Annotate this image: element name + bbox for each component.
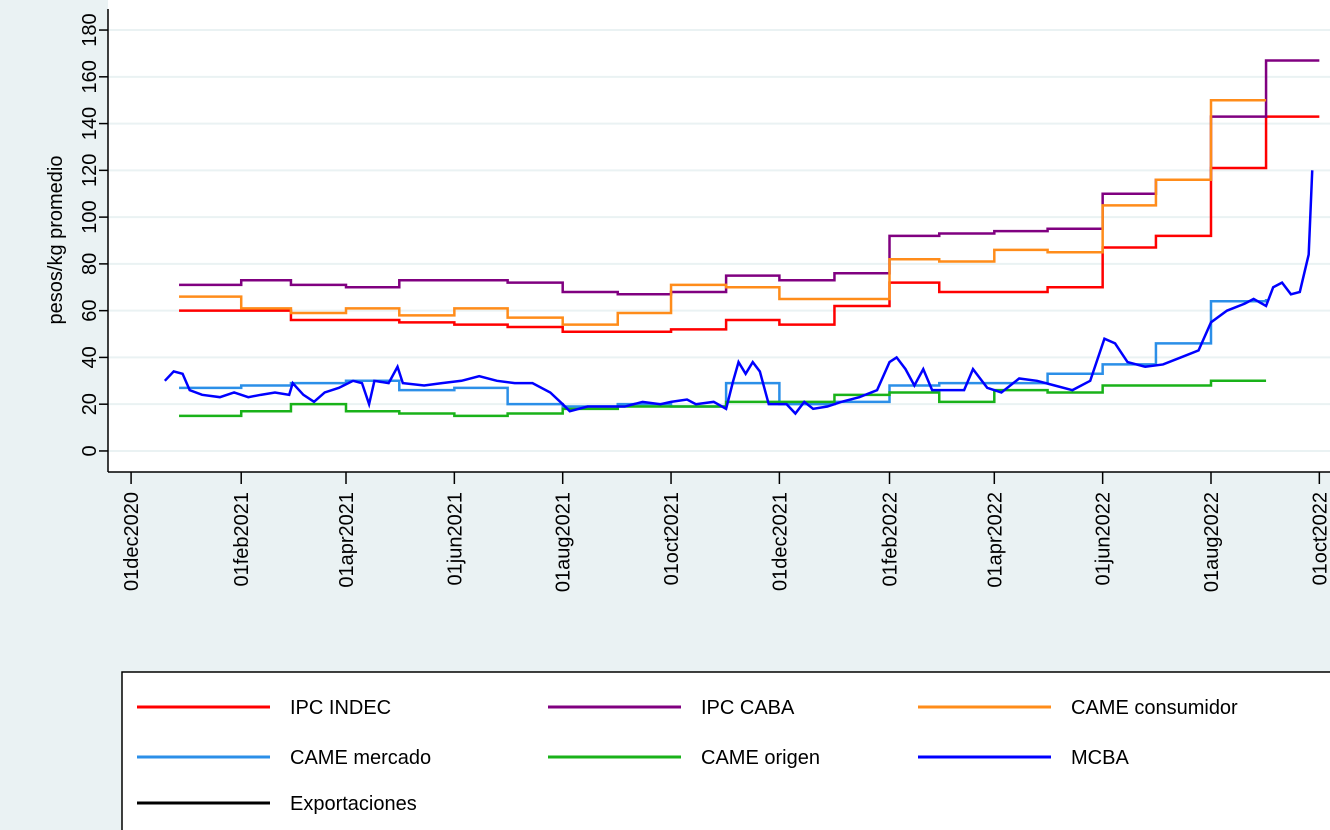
y-tick-label: 20 xyxy=(79,393,101,415)
legend-label: IPC INDEC xyxy=(290,697,391,719)
legend-label: CAME origen xyxy=(701,747,820,769)
x-tick-label: 01feb2022 xyxy=(880,492,902,587)
y-tick-label: 160 xyxy=(79,60,101,93)
legend-label: IPC CABA xyxy=(701,697,795,719)
y-tick-label: 100 xyxy=(79,200,101,233)
y-tick-label: 180 xyxy=(79,13,101,46)
x-tick-label: 01jun2021 xyxy=(444,492,466,585)
y-tick-label: 80 xyxy=(79,253,101,275)
series-line xyxy=(179,298,1268,408)
series-line xyxy=(163,170,1314,416)
y-axis-label: pesos/kg promedio xyxy=(45,156,67,325)
x-tick-label: 01jun2022 xyxy=(1093,492,1115,585)
x-tick-label: 01feb2021 xyxy=(231,492,253,587)
x-tick-label: 01oct2022 xyxy=(1309,492,1330,585)
y-tick-label: 40 xyxy=(79,346,101,368)
legend-label: CAME consumidor xyxy=(1071,697,1238,719)
x-tick-label: 01oct2021 xyxy=(661,492,683,585)
y-tick-label: 60 xyxy=(79,300,101,322)
x-tick-label: 01apr2022 xyxy=(984,492,1006,588)
x-tick-label: 01aug2022 xyxy=(1201,492,1223,592)
y-tick-label: 140 xyxy=(79,107,101,140)
y-tick-label: 0 xyxy=(79,445,101,456)
legend-label: MCBA xyxy=(1071,747,1129,769)
legend-label: Exportaciones xyxy=(290,793,417,815)
y-tick-label: 120 xyxy=(79,154,101,187)
series-line xyxy=(179,59,1320,296)
x-tick-label: 01apr2021 xyxy=(336,492,358,588)
x-tick-label: 01aug2021 xyxy=(553,492,575,592)
legend-box xyxy=(121,671,1330,830)
series-line xyxy=(179,115,1320,333)
legend-label: CAME mercado xyxy=(290,747,431,769)
x-tick-label: 01dec2020 xyxy=(121,492,143,591)
series-line xyxy=(179,98,1267,326)
plot-region xyxy=(108,0,1330,472)
x-tick-label: 01dec2021 xyxy=(769,492,791,591)
